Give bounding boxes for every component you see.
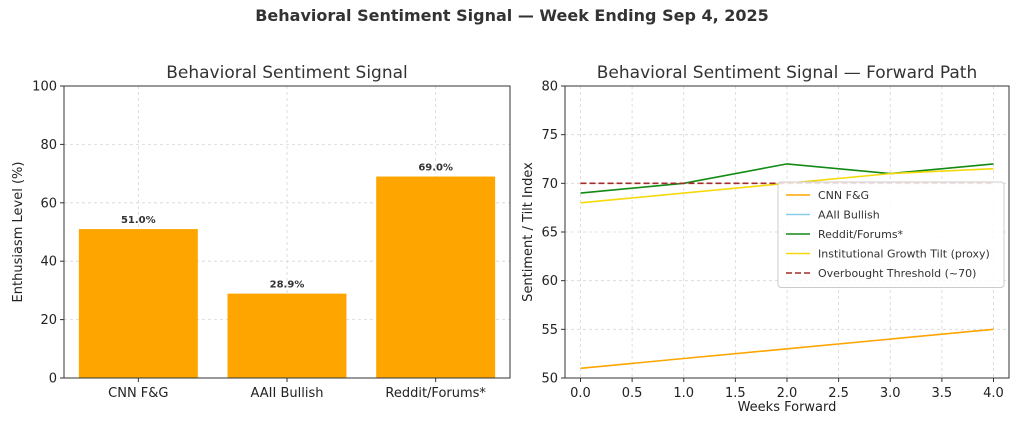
- bar-y-axis-label: Enthusiasm Level (%): [11, 162, 26, 303]
- line-x-axis-label: Weeks Forward: [738, 400, 837, 415]
- bar: [227, 293, 347, 378]
- line-chart: 50 55 60 65 70 75 80 0.0 0.5 1.0 1.5 2.0 2.5 3.0 3.5 4.…: [521, 63, 1010, 415]
- line-xtick-label: 4.0: [983, 386, 1004, 401]
- line-xtick-label: 3.0: [880, 386, 901, 401]
- legend-entry: Reddit/Forums*: [818, 228, 904, 241]
- bar-data-label: 28.9%: [270, 280, 305, 291]
- series-line: [580, 163, 994, 194]
- line-xtick-label: 2.0: [777, 386, 798, 401]
- line-ytick-label: 65: [541, 226, 558, 241]
- line-chart-title: Behavioral Sentiment Signal — Forward Pa…: [597, 63, 977, 83]
- line-xtick-label: 1.5: [725, 386, 746, 401]
- bar-data-label: 69.0%: [418, 163, 453, 174]
- line-xtick-label: 0.5: [622, 386, 643, 401]
- line-axes-frame: [564, 85, 1010, 379]
- bar-xtick-label: AAII Bullish: [251, 386, 324, 401]
- bar-ytick-label: 100: [32, 80, 57, 95]
- line-ytick-label: 60: [541, 274, 558, 289]
- line-ytick-label: 75: [541, 128, 558, 143]
- line-xtick-label: 2.5: [828, 386, 849, 401]
- bar-chart-title: Behavioral Sentiment Signal: [166, 63, 408, 83]
- bar-ytick-label: 20: [40, 313, 57, 328]
- line-y-axis-label: Sentiment / Tilt Index: [521, 162, 536, 302]
- bar-chart: 0 20 40 60 80 100 51.0% CNN F&G 28.9% AAII Bullis…: [11, 63, 511, 401]
- legend-box: [777, 181, 1005, 288]
- bar-ytick-label: 0: [49, 372, 57, 387]
- series-line: [580, 328, 994, 370]
- line-xtick-label: 0.0: [570, 386, 591, 401]
- bar: [376, 176, 496, 378]
- bar: [78, 229, 198, 378]
- line-ytick-label: 50: [541, 372, 558, 387]
- legend-entry: Overbought Threshold (~70): [818, 267, 976, 280]
- bar-data-label: 51.0%: [121, 215, 156, 226]
- figure-suptitle: Behavioral Sentiment Signal — Week Endin…: [255, 6, 769, 25]
- line-ytick-label: 70: [541, 177, 558, 192]
- bar-axes-frame: [63, 85, 511, 379]
- legend-entry: Institutional Growth Tilt (proxy): [818, 248, 990, 261]
- bar-ytick-label: 60: [40, 196, 57, 211]
- line-ytick-label: 55: [541, 323, 558, 338]
- line-ytick-label: 80: [541, 80, 558, 95]
- bar-xtick-label: CNN F&G: [108, 386, 168, 401]
- bar-ytick-label: 80: [40, 138, 57, 153]
- legend-entry: CNN F&G: [818, 189, 869, 202]
- bar-xtick-label: Reddit/Forums*: [385, 386, 486, 401]
- bar-ytick-label: 40: [40, 255, 57, 270]
- legend-entry: AAII Bullish: [818, 209, 880, 222]
- line-xtick-label: 1.0: [673, 386, 694, 401]
- line-xtick-label: 3.5: [932, 386, 953, 401]
- legend: CNN F&G AAII Bullish Reddit/Forums* Institu…: [777, 181, 1005, 288]
